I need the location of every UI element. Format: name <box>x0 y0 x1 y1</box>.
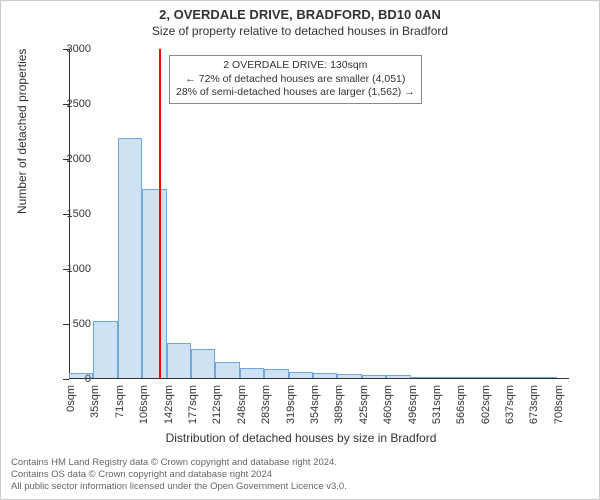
histogram-bar <box>484 377 508 378</box>
histogram-bar <box>240 368 264 378</box>
x-tick-label: 35sqm <box>89 385 101 418</box>
callout-line: 28% of semi-detached houses are larger (… <box>176 86 415 100</box>
histogram-bar <box>337 374 362 378</box>
y-tick <box>63 324 69 325</box>
x-tick-label: 531sqm <box>431 385 443 424</box>
histogram-bar <box>142 189 167 378</box>
histogram-bar <box>313 373 337 378</box>
histogram-bar <box>435 377 459 378</box>
x-tick-label: 673sqm <box>528 385 540 424</box>
y-tick-label: 0 <box>85 373 91 385</box>
y-tick-label: 2500 <box>67 98 91 110</box>
x-tick-label: 248sqm <box>236 385 248 424</box>
footer-line1: Contains HM Land Registry data © Crown c… <box>11 457 347 469</box>
title-main: 2, OVERDALE DRIVE, BRADFORD, BD10 0AN <box>1 7 599 22</box>
x-tick-label: 106sqm <box>138 385 150 424</box>
histogram-bar <box>386 375 411 378</box>
x-tick-label: 354sqm <box>309 385 321 424</box>
x-tick-label: 708sqm <box>553 385 565 424</box>
histogram-bar <box>411 377 435 378</box>
title-sub: Size of property relative to detached ho… <box>1 24 599 38</box>
x-tick-label: 637sqm <box>504 385 516 424</box>
x-tick-label: 496sqm <box>407 385 419 424</box>
y-tick-label: 2000 <box>67 153 91 165</box>
x-tick-label: 142sqm <box>163 385 175 424</box>
y-axis-label: Number of detached properties <box>15 49 29 214</box>
x-tick-label: 283sqm <box>260 385 272 424</box>
histogram-bar <box>289 372 313 378</box>
x-tick-label: 566sqm <box>455 385 467 424</box>
histogram-bar <box>167 343 191 378</box>
y-tick-label: 3000 <box>67 43 91 55</box>
histogram-bar <box>93 321 118 378</box>
x-axis-label: Distribution of detached houses by size … <box>1 431 600 445</box>
plot-region: 2 OVERDALE DRIVE: 130sqm← 72% of detache… <box>69 49 569 379</box>
histogram-bar <box>118 138 142 378</box>
histogram-bar <box>264 369 289 378</box>
x-tick-label: 389sqm <box>333 385 345 424</box>
x-tick-label: 460sqm <box>382 385 394 424</box>
x-tick-label: 0sqm <box>65 385 77 412</box>
x-tick-label: 177sqm <box>187 385 199 424</box>
x-tick-label: 212sqm <box>211 385 223 424</box>
chart-container: 2, OVERDALE DRIVE, BRADFORD, BD10 0AN Si… <box>0 0 600 500</box>
x-tick-label: 71sqm <box>114 385 126 418</box>
callout-box: 2 OVERDALE DRIVE: 130sqm← 72% of detache… <box>169 55 422 104</box>
histogram-bar <box>215 362 240 379</box>
x-axis-line <box>69 378 569 379</box>
y-tick-label: 500 <box>73 318 91 330</box>
histogram-bar <box>508 377 533 378</box>
x-tick-label: 319sqm <box>285 385 297 424</box>
callout-line: 2 OVERDALE DRIVE: 130sqm <box>176 59 415 73</box>
y-tick-label: 1500 <box>67 208 91 220</box>
x-tick-label: 425sqm <box>358 385 370 424</box>
reference-line <box>159 49 161 379</box>
histogram-bar <box>532 377 556 378</box>
histogram-bar <box>191 349 215 378</box>
footer-line2: Contains OS data © Crown copyright and d… <box>11 469 347 481</box>
footer-attribution: Contains HM Land Registry data © Crown c… <box>11 457 347 493</box>
histogram-bar <box>459 377 484 378</box>
y-tick-label: 1000 <box>67 263 91 275</box>
footer-line3: All public sector information licensed u… <box>11 481 347 493</box>
x-tick-label: 602sqm <box>480 385 492 424</box>
y-tick <box>63 379 69 380</box>
chart-area: 2 OVERDALE DRIVE: 130sqm← 72% of detache… <box>69 49 569 379</box>
callout-line: ← 72% of detached houses are smaller (4,… <box>176 73 415 87</box>
histogram-bar <box>362 375 386 378</box>
